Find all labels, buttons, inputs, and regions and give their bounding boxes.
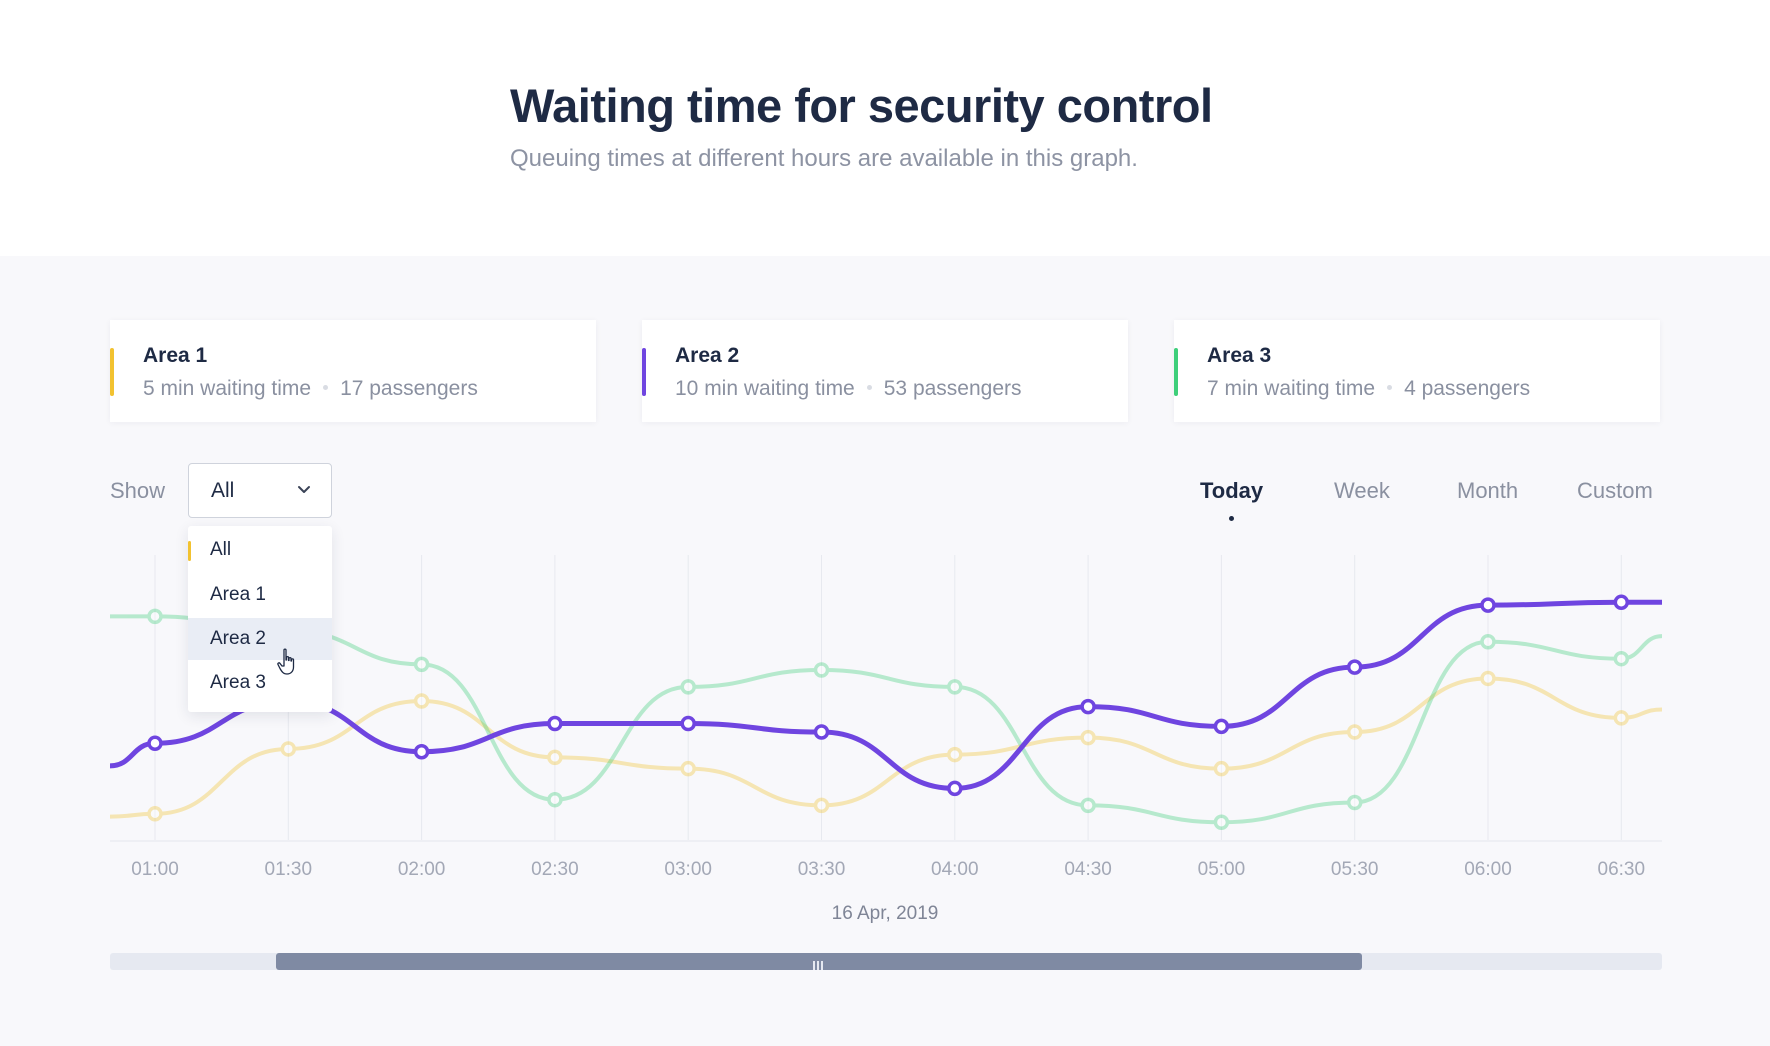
- area-select[interactable]: All: [188, 463, 332, 518]
- area-card-2[interactable]: Area 2 10 min waiting time 53 passengers: [642, 320, 1128, 422]
- data-point[interactable]: [1080, 698, 1096, 715]
- area-name: Area 1: [143, 344, 208, 367]
- area-color-bar: [110, 348, 114, 396]
- series-line: [110, 614, 1663, 825]
- data-point[interactable]: [1480, 634, 1496, 650]
- x-tick-label: 02:30: [531, 859, 579, 880]
- option-label: Area 1: [210, 584, 266, 605]
- data-point[interactable]: [813, 797, 830, 814]
- area-passengers: 53 passengers: [883, 377, 1022, 400]
- chart-scrollbar[interactable]: [110, 953, 1662, 970]
- show-label: Show: [110, 478, 166, 503]
- area-card-1[interactable]: Area 1 5 min waiting time 17 passengers: [110, 320, 596, 422]
- data-point[interactable]: [547, 749, 563, 766]
- separator-dot: [323, 384, 329, 390]
- option-label: All: [210, 539, 232, 560]
- data-point[interactable]: [1613, 710, 1630, 726]
- area-passengers: 17 passengers: [340, 377, 478, 400]
- x-tick-label: 04:00: [931, 859, 979, 880]
- data-point[interactable]: [1080, 797, 1096, 814]
- area-passengers: 4 passengers: [1404, 377, 1531, 400]
- data-point[interactable]: [1346, 794, 1363, 811]
- data-point[interactable]: [147, 735, 163, 752]
- data-point[interactable]: [680, 715, 696, 732]
- data-point[interactable]: [413, 656, 430, 673]
- x-tick-label: 04:30: [1064, 859, 1112, 880]
- data-point[interactable]: [1213, 760, 1230, 777]
- data-point[interactable]: [1346, 724, 1363, 740]
- data-point[interactable]: [147, 806, 163, 822]
- series-line: [109, 676, 1663, 819]
- data-point[interactable]: [547, 791, 563, 808]
- grip-icon: [813, 957, 825, 970]
- series-area-3: [110, 608, 1663, 831]
- tab-week[interactable]: Week: [1334, 478, 1390, 503]
- tab-month[interactable]: Month: [1457, 478, 1519, 503]
- dropdown-option-all[interactable]: All: [188, 529, 332, 571]
- active-tab-indicator: [1229, 516, 1234, 521]
- data-point[interactable]: [813, 662, 830, 678]
- data-point[interactable]: [1480, 597, 1496, 613]
- x-tick-label: 01:00: [131, 859, 179, 880]
- data-point[interactable]: [1613, 594, 1630, 611]
- tab-today[interactable]: Today: [1200, 478, 1264, 503]
- data-point[interactable]: [1080, 729, 1096, 746]
- page-title: Waiting time for security control: [510, 79, 1213, 132]
- scrollbar-thumb[interactable]: [276, 953, 1363, 970]
- data-point[interactable]: [813, 724, 830, 740]
- data-point[interactable]: [1213, 718, 1230, 735]
- data-point[interactable]: [147, 608, 163, 625]
- area-stats: 7 min waiting time 4 passengers: [1207, 377, 1530, 401]
- area-card-3[interactable]: Area 3 7 min waiting time 4 passengers: [1174, 320, 1660, 422]
- series-area-1: [109, 670, 1663, 822]
- selected-value: All: [211, 479, 235, 502]
- x-tick-label: 05:30: [1331, 859, 1379, 880]
- x-tick-label: 05:00: [1198, 859, 1246, 880]
- area-waiting: 10 min waiting time: [675, 377, 855, 400]
- dropdown-option-area-1[interactable]: Area 1: [188, 574, 332, 616]
- separator-dot: [866, 384, 872, 390]
- chevron-down-icon: [298, 486, 310, 493]
- x-tick-label: 01:30: [265, 859, 313, 880]
- selected-marker: [188, 541, 191, 561]
- data-point[interactable]: [547, 715, 563, 732]
- area-color-bar: [1174, 348, 1178, 396]
- page-header: Waiting time for security control Queuin…: [0, 0, 1770, 256]
- data-point[interactable]: [1480, 670, 1496, 687]
- data-point[interactable]: [280, 741, 297, 757]
- data-point[interactable]: [680, 679, 696, 695]
- x-tick-label: 03:30: [798, 859, 846, 880]
- area-stats: 10 min waiting time 53 passengers: [675, 377, 1022, 401]
- area-stats: 5 min waiting time 17 passengers: [143, 377, 478, 401]
- area-name: Area 2: [675, 344, 740, 367]
- area-waiting: 7 min waiting time: [1207, 377, 1376, 400]
- data-point[interactable]: [1613, 650, 1630, 667]
- dropdown-option-area-2[interactable]: Area 2: [188, 618, 332, 660]
- data-point[interactable]: [947, 746, 963, 763]
- data-point[interactable]: [680, 760, 696, 777]
- data-point[interactable]: [947, 780, 963, 797]
- option-label: Area 2: [210, 628, 266, 649]
- data-point[interactable]: [413, 693, 430, 709]
- area-color-bar: [642, 348, 646, 396]
- area-waiting: 5 min waiting time: [143, 377, 312, 400]
- x-tick-label: 02:00: [398, 859, 446, 880]
- option-label: Area 3: [210, 672, 266, 693]
- data-point[interactable]: [413, 744, 430, 760]
- page-subtitle: Queuing times at different hours are ava…: [510, 145, 1138, 172]
- x-tick-label: 03:00: [664, 859, 712, 880]
- data-point[interactable]: [1346, 659, 1363, 675]
- data-point[interactable]: [947, 679, 963, 695]
- x-tick-label: 06:30: [1598, 859, 1646, 880]
- data-point[interactable]: [1213, 814, 1230, 831]
- hand-pointer-icon: [277, 648, 295, 675]
- x-axis-title: 16 Apr, 2019: [831, 903, 939, 924]
- separator-dot: [1387, 384, 1393, 390]
- area-dropdown-menu: All Area 1 Area 2 Area 3: [188, 526, 332, 712]
- x-tick-label: 06:00: [1464, 859, 1512, 880]
- dropdown-option-area-3[interactable]: Area 3: [188, 662, 332, 704]
- tab-custom[interactable]: Custom: [1577, 478, 1653, 503]
- area-name: Area 3: [1207, 344, 1272, 367]
